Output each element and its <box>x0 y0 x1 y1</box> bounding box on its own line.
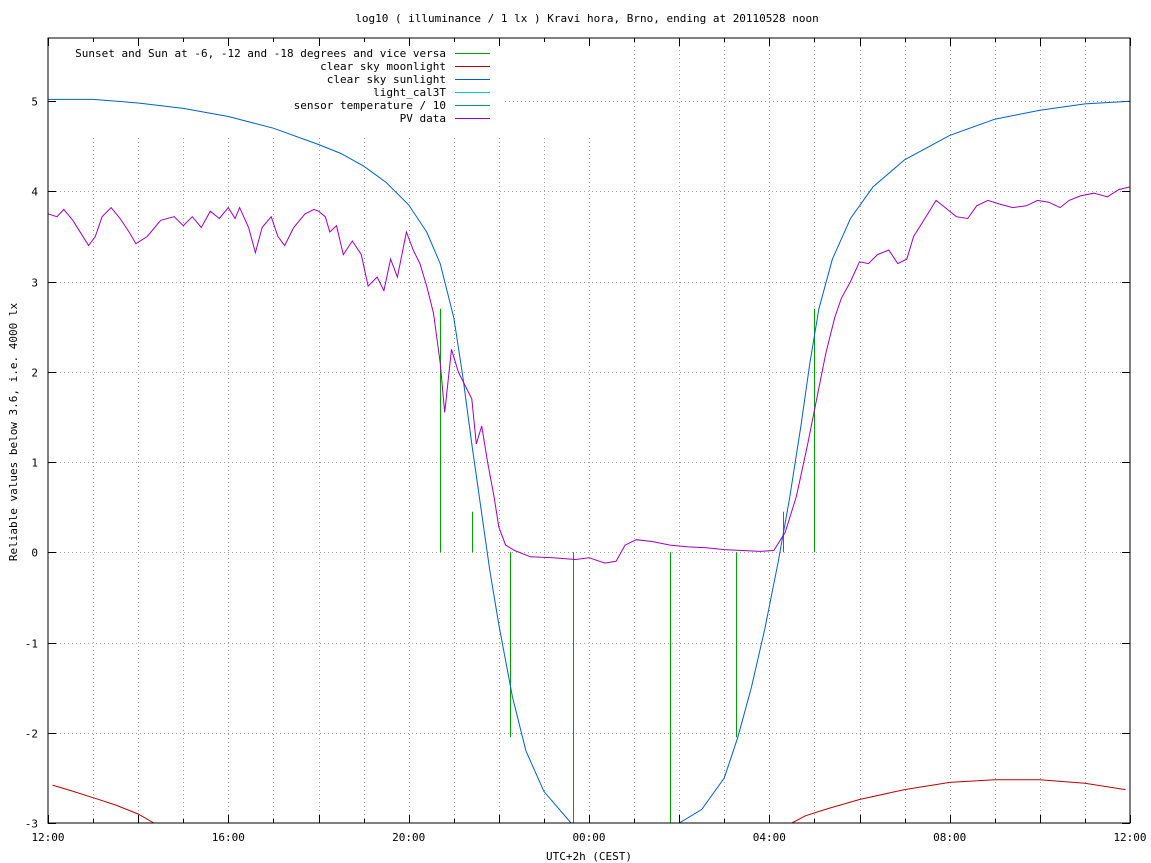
x-tick-label: 08:00 <box>933 831 966 844</box>
y-tick-label: 3 <box>31 277 38 290</box>
y-tick-label: 5 <box>31 96 38 109</box>
legend-label: sensor temperature / 10 <box>294 99 446 112</box>
chart-title: log10 ( illuminance / 1 lx ) Kravi hora,… <box>355 12 819 25</box>
x-axis-label: UTC+2h (CEST) <box>546 850 632 863</box>
series-clear-sky-moonlight-line <box>52 779 1126 823</box>
y-tick-label: -1 <box>25 638 38 651</box>
grid <box>48 38 1130 823</box>
x-tick-label: 04:00 <box>753 831 786 844</box>
series-pv-data-line <box>48 186 1130 564</box>
y-tick-label: 4 <box>31 186 38 199</box>
plot-frame <box>47 37 1131 824</box>
x-tick-label: 12:00 <box>31 831 64 844</box>
legend-label: clear sky moonlight <box>320 60 446 73</box>
y-tick-label: -3 <box>25 818 38 831</box>
y-tick-label: 0 <box>31 547 38 560</box>
legend-label: light_cal3T <box>373 86 446 99</box>
y-tick-label: -2 <box>25 728 38 741</box>
y-axis-label: Reliable values below 3.6, i.e. 4000 lx <box>7 302 20 561</box>
y-tick-label: 2 <box>31 367 38 380</box>
legend: Sunset and Sun at -6, -12 and -18 degree… <box>75 47 490 125</box>
series-clear-sky-sunlight-line <box>48 98 1130 823</box>
legend-label: Sunset and Sun at -6, -12 and -18 degree… <box>75 47 446 60</box>
x-tick-label: 20:00 <box>392 831 425 844</box>
x-tick-label: 12:00 <box>1113 831 1146 844</box>
legend-label: clear sky sunlight <box>327 73 446 86</box>
x-tick-label: 16:00 <box>212 831 245 844</box>
x-tick-label: 00:00 <box>572 831 605 844</box>
legend-label: PV data <box>400 112 446 125</box>
x-axis-ticks: 12:00 16:00 20:00 00:00 04:00 08:00 12:00 <box>31 38 1147 844</box>
series-layer <box>48 98 1130 823</box>
y-tick-label: 1 <box>31 457 38 470</box>
